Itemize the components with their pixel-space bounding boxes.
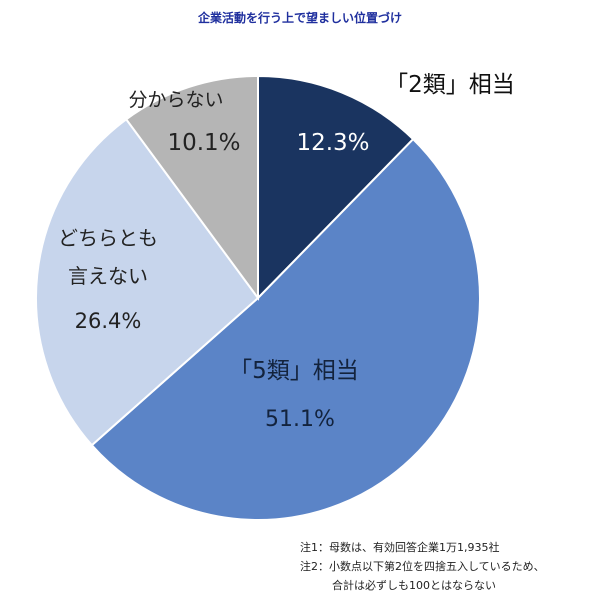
chart-title: 企業活動を行う上で望ましい位置づけ (197, 11, 402, 25)
slice-value-0: 12.3% (296, 130, 369, 156)
slice-label-0: 「2類」相当 (385, 72, 515, 98)
slice-value-2: 26.4% (75, 309, 142, 333)
slice-value-1: 51.1% (265, 407, 335, 432)
slice-label-2-line-0: どちらとも (58, 226, 158, 250)
slice-label-2-line-1: 言えない (68, 264, 148, 288)
note-1: 注1：母数は、有効回答企業1万1,935社 (300, 541, 500, 554)
note-2: 注2：小数点以下第2位を四捨五入しているため、 (300, 560, 545, 573)
pie-slice-3 (124, 74, 259, 302)
slice-label-3: 分からない (128, 89, 223, 111)
pie-slice-1 (90, 137, 481, 521)
pie-slice-2 (35, 117, 260, 447)
note-3: 合計は必ずしも100とはならない (332, 579, 496, 592)
slice-value-3: 10.1% (167, 130, 240, 156)
pie-slice-0 (257, 74, 415, 301)
slice-label-1: 「5類」相当 (229, 358, 359, 384)
